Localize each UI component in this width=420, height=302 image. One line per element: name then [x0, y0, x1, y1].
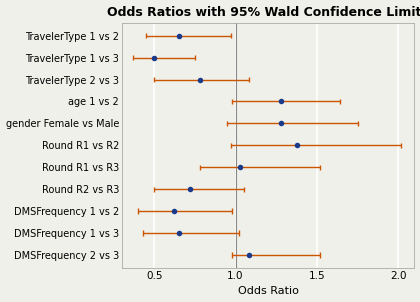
Title: Odds Ratios with 95% Wald Confidence Limits: Odds Ratios with 95% Wald Confidence Lim… [107, 5, 420, 18]
X-axis label: Odds Ratio: Odds Ratio [238, 286, 299, 297]
